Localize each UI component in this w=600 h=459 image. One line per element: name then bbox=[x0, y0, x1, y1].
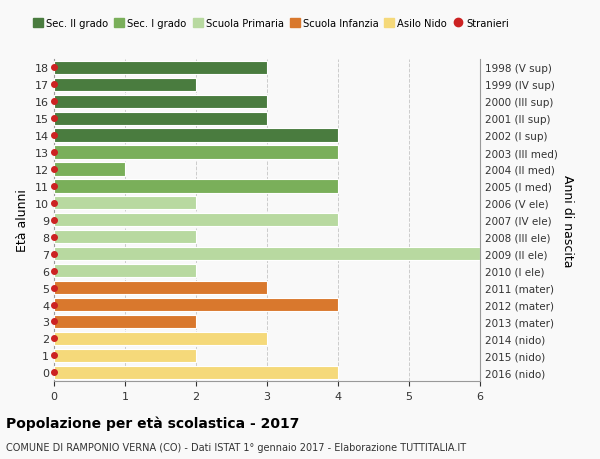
Bar bbox=[54, 62, 267, 75]
Bar bbox=[54, 332, 267, 345]
Y-axis label: Età alunni: Età alunni bbox=[16, 189, 29, 252]
Bar bbox=[54, 214, 338, 227]
Bar bbox=[54, 315, 196, 328]
Bar bbox=[54, 180, 338, 193]
Text: Popolazione per età scolastica - 2017: Popolazione per età scolastica - 2017 bbox=[6, 415, 299, 430]
Bar bbox=[54, 247, 480, 261]
Bar bbox=[54, 129, 338, 142]
Bar bbox=[54, 163, 125, 176]
Bar bbox=[54, 366, 338, 379]
Bar bbox=[54, 146, 338, 159]
Bar bbox=[54, 349, 196, 362]
Bar bbox=[54, 78, 196, 92]
Bar bbox=[54, 298, 338, 312]
Bar bbox=[54, 230, 196, 244]
Y-axis label: Anni di nascita: Anni di nascita bbox=[562, 174, 574, 267]
Bar bbox=[54, 197, 196, 210]
Bar bbox=[54, 95, 267, 108]
Text: COMUNE DI RAMPONIO VERNA (CO) - Dati ISTAT 1° gennaio 2017 - Elaborazione TUTTIT: COMUNE DI RAMPONIO VERNA (CO) - Dati IST… bbox=[6, 442, 466, 452]
Bar bbox=[54, 281, 267, 295]
Legend: Sec. II grado, Sec. I grado, Scuola Primaria, Scuola Infanzia, Asilo Nido, Stran: Sec. II grado, Sec. I grado, Scuola Prim… bbox=[29, 15, 513, 33]
Bar bbox=[54, 112, 267, 125]
Bar bbox=[54, 264, 196, 278]
